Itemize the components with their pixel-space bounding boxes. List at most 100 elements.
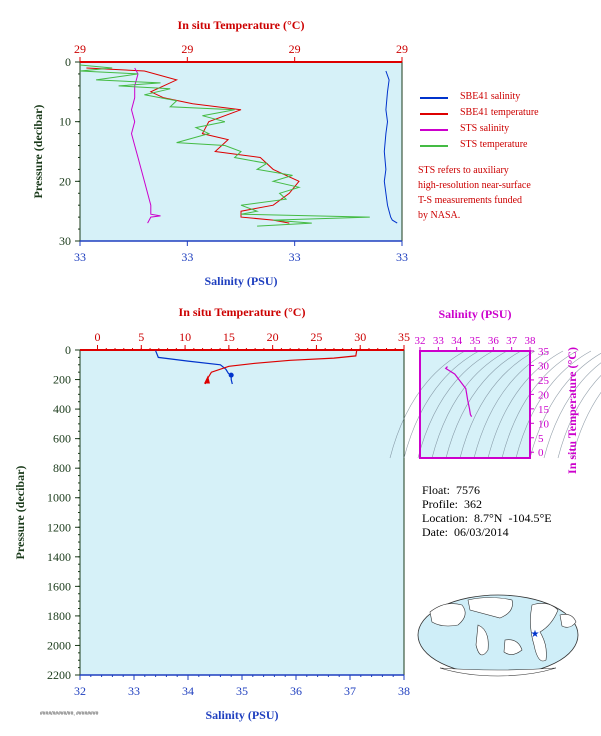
- main-sal-tick-label: 38: [398, 684, 410, 698]
- legend-label-sbe41-salinity: SBE41 salinity: [460, 91, 521, 102]
- top-sal-tick-label: 33: [181, 250, 193, 264]
- main-temp-tick-label: 10: [179, 330, 191, 344]
- top-pressure-tick-label: 10: [59, 115, 71, 129]
- legend-label-sts-temperature: STS temperature: [460, 139, 528, 150]
- ts-temp-tick-label: 15: [538, 404, 550, 416]
- ts-temp-tick-label: 35: [538, 346, 550, 358]
- ts-density-contour: [403, 350, 480, 459]
- top-series-sbe41-salinity: [383, 70, 398, 224]
- main-temp-tick-label: 5: [138, 330, 144, 344]
- world-map-landmass: [429, 603, 466, 627]
- info-date: Date: 06/03/2014: [422, 525, 509, 539]
- ts-density-contour: [515, 350, 592, 459]
- world-map-landmass: [559, 614, 577, 628]
- main-pressure-tick-label: 1200: [47, 520, 71, 534]
- ts-sal-axis-title: Salinity (PSU): [438, 307, 511, 321]
- legend-label-sbe41-temperature: SBE41 temperature: [460, 107, 539, 118]
- world-map-landmass: [439, 667, 557, 677]
- main-sal-tick-label: 34: [182, 684, 194, 698]
- main-pressure-tick-label: 0: [65, 343, 71, 357]
- legend-swatch-sbe41-salinity: [420, 97, 448, 99]
- ts-density-contour: [473, 350, 550, 459]
- info-float: Float: 7576: [422, 483, 481, 497]
- main-pressure-tick-label: 1800: [47, 609, 71, 623]
- ts-temp-tick-label: 10: [538, 418, 550, 430]
- ts-density-contour: [529, 353, 601, 459]
- main-pressure-tick-label: 1000: [47, 491, 71, 505]
- main-sal-tick-label: 33: [128, 684, 140, 698]
- ts-sal-tick-label: 37: [506, 335, 518, 347]
- world-map-landmass: [530, 603, 559, 662]
- note-line-3: T-S measurements funded: [418, 195, 523, 206]
- ts-sal-tick-label: 36: [488, 335, 500, 347]
- ts-temp-tick-label: 5: [538, 433, 544, 445]
- main-pressure-tick-label: 2200: [47, 668, 71, 682]
- ts-density-contour: [389, 350, 466, 459]
- ts-temp-tick-label: 20: [538, 389, 550, 401]
- legend-label-sts-salinity: STS salinity: [460, 123, 510, 134]
- ts-sal-tick-label: 34: [451, 335, 463, 347]
- ts-temp-tick-label: 0: [538, 447, 544, 459]
- note-line-1: STS refers to auxiliary: [418, 165, 509, 176]
- main-series-temperature: [204, 350, 358, 385]
- main-temp-tick-label: 0: [95, 330, 101, 344]
- main-series-salinity: [155, 350, 233, 385]
- ts-sal-tick-label: 35: [470, 335, 482, 347]
- main-sal-tick-label: 32: [74, 684, 86, 698]
- ts-temp-tick-label: 25: [538, 375, 550, 387]
- world-map-landmass: [503, 639, 523, 655]
- main-pressure-tick-label: 600: [53, 432, 71, 446]
- main-temp-tick-label: 15: [223, 330, 235, 344]
- ts-density-contour: [459, 350, 536, 459]
- top-sal-tick-label: 33: [74, 250, 86, 264]
- main-temp-tick-label: 35: [398, 330, 410, 344]
- world-map-landmass: [467, 597, 513, 619]
- info-location: Location: 8.7°N -104.5°E: [422, 511, 552, 525]
- ts-density-contour: [417, 350, 494, 459]
- legend-swatch-sts-salinity: [420, 129, 448, 131]
- world-map-float-marker: ★: [531, 629, 540, 640]
- top-series-sts-temperature: [79, 64, 370, 227]
- main-pressure-tick-label: 2000: [47, 638, 71, 652]
- top-series-sts-salinity: [130, 67, 161, 224]
- ts-temp-tick-label: 30: [538, 360, 550, 372]
- legend-swatch-sts-temperature: [420, 145, 448, 147]
- main-temp-axis-title: In situ Temperature (°C): [179, 305, 306, 319]
- main-temp-tick-label: 30: [354, 330, 366, 344]
- top-pressure-tick-label: 0: [65, 55, 71, 69]
- top-pressure-tick-label: 20: [59, 174, 71, 188]
- main-temperature-marker: [203, 375, 210, 384]
- ts-density-contour: [543, 362, 601, 459]
- main-temp-tick-label: 20: [267, 330, 279, 344]
- ts-density-contour: [445, 350, 522, 459]
- top-temp-tick-label: 29: [289, 42, 301, 56]
- top-temp-tick-label: 29: [396, 42, 408, 56]
- main-plot-area: [79, 349, 405, 676]
- top-temp-tick-label: 29: [181, 42, 193, 56]
- ts-density-contour: [487, 350, 564, 459]
- note-line-2: high-resolution near-surface: [418, 180, 531, 191]
- ts-sal-tick-label: 32: [415, 335, 426, 347]
- main-pressure-tick-label: 1400: [47, 550, 71, 564]
- main-sal-axis-title: Salinity (PSU): [205, 708, 278, 722]
- ts-density-contour: [557, 375, 601, 459]
- main-sal-tick-label: 35: [236, 684, 248, 698]
- main-pressure-tick-label: 1600: [47, 579, 71, 593]
- ts-sal-tick-label: 38: [525, 335, 537, 347]
- main-sal-tick-label: 36: [290, 684, 302, 698]
- main-pressure-tick-label: 400: [53, 402, 71, 416]
- top-temp-tick-label: 29: [74, 42, 86, 56]
- top-temp-axis-title: In situ Temperature (°C): [178, 18, 305, 32]
- main-sal-tick-label: 37: [344, 684, 356, 698]
- main-temp-tick-label: 25: [310, 330, 322, 344]
- main-pressure-axis-title: Pressure (decibar): [13, 466, 27, 560]
- ts-series: [444, 366, 473, 417]
- top-sal-axis-title: Salinity (PSU): [204, 274, 277, 288]
- main-pressure-tick-label: 200: [53, 373, 71, 387]
- top-sal-tick-label: 33: [289, 250, 301, 264]
- main-salinity-marker: [228, 372, 234, 378]
- ts-sal-tick-label: 33: [433, 335, 445, 347]
- world-map-landmass: [475, 624, 489, 656]
- main-pressure-tick-label: 800: [53, 461, 71, 475]
- top-sal-tick-label: 33: [396, 250, 408, 264]
